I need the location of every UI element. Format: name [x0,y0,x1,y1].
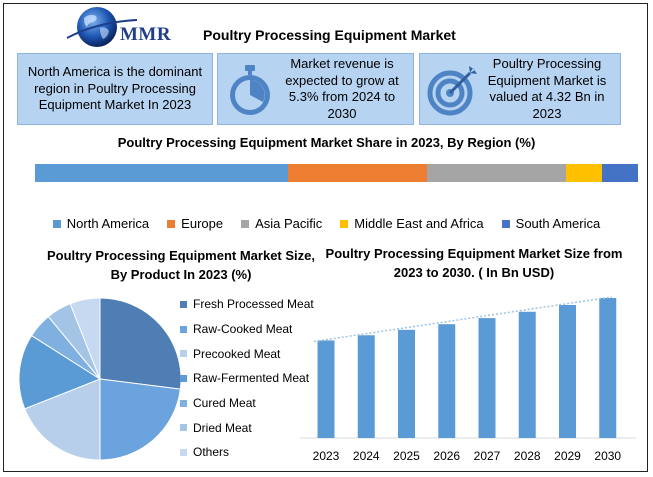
bar-2023 [317,340,335,438]
x-tick-label: 2029 [554,449,581,463]
legend-swatch [180,300,187,308]
product-chart-title: Poultry Processing Equipment Market Size… [46,248,315,282]
legend-label: Dried Meat [193,420,252,435]
region-stacked-bar [35,164,638,182]
stopwatch-icon [230,65,270,115]
legend-label: Raw-Fermented Meat [193,371,310,386]
legend-item-europe: Europe [167,216,223,231]
legend-label: Precooked Meat [193,346,281,361]
bar-2029 [559,305,576,438]
legend-label: Cured Meat [193,396,256,411]
pie-slice-fresh-processed-meat [99,297,182,390]
bar-2028 [518,311,536,438]
legend-item-north-america: North America [52,216,150,231]
page-title: Poultry Processing Equipment Market [203,27,456,43]
summary-card-region: North America is the dominant region in … [17,53,213,125]
legend-swatch [241,219,250,228]
card-text: Market revenue is expected to grow at 5.… [285,56,399,121]
x-tick-label: 2026 [433,449,460,463]
pie-slice-raw-cooked-meat [99,378,181,461]
bar-segment-middle-east-and-africa [565,164,602,182]
legend-swatch [180,399,187,407]
summary-card-growth: Market revenue is expected to grow at 5.… [217,53,414,125]
pie-legend-item-others: Others [180,440,314,465]
pie-slice-others [69,297,101,380]
bar-segment-europe [288,164,427,182]
pie-legend-item-raw-fermented-meat: Raw-Fermented Meat [180,366,314,391]
legend-label: North America [66,216,150,231]
mmr-logo-globe-icon [66,7,138,47]
legend-label: Europe [181,216,224,231]
region-chart-title: Poultry Processing Equipment Market Shar… [117,135,536,150]
logo-text: MMR [120,24,172,45]
bar-2027 [478,318,496,438]
legend-label: Asia Pacific [255,216,323,231]
legend-swatch [167,219,176,228]
size-chart-title: Poultry Processing Equipment Market Size… [325,246,623,280]
legend-item-middle-east-and-africa: Middle East and Africa [340,216,484,231]
legend-label: Raw-Cooked Meat [193,322,293,337]
x-tick-label: 2030 [594,449,621,463]
bar-2030 [599,298,617,438]
x-tick-label: 2028 [514,449,541,463]
pie-legend-item-precooked-meat: Precooked Meat [180,341,314,366]
bar-2024 [357,335,375,438]
legend-swatch [180,350,187,358]
pie-legend-item-fresh-processed-meat: Fresh Processed Meat [180,292,314,317]
card-text: North America is the dominant region in … [27,64,203,113]
pie-slice-precooked-meat [24,378,101,461]
bar-2025 [398,329,415,438]
legend-label: Fresh Processed Meat [193,297,314,312]
pie-legend-item-raw-cooked-meat: Raw-Cooked Meat [180,317,314,342]
product-legend: Fresh Processed Meat Raw-Cooked Meat Preco… [180,292,314,465]
market-size-bar-chart: 2023 2024 2025 2026 2027 2028 2029 2030 [300,296,636,463]
legend-label: South America [515,216,601,231]
product-pie-chart [18,297,182,461]
legend-swatch [52,219,61,228]
region-legend: North America Europe Asia Pacific Middle Ea… [0,216,653,231]
x-tick-label: 2025 [393,449,420,463]
x-tick-label: 2024 [353,449,380,463]
legend-swatch [340,219,349,228]
pie-legend-item-cured-meat: Cured Meat [180,391,314,416]
summary-card-value: Poultry Processing Equipment Market is v… [419,53,621,125]
pie-slice-raw-fermented-meat [18,334,102,410]
bar-segment-north-america [35,164,289,182]
legend-label: Middle East and Africa [354,216,484,231]
bar-segment-south-america [601,164,638,182]
x-tick-label: 2027 [474,449,501,463]
legend-item-asia-pacific: Asia Pacific [241,216,322,231]
card-text: Poultry Processing Equipment Market is v… [487,56,607,121]
legend-swatch [501,219,510,228]
x-tick-label: 2023 [313,449,340,463]
bar-2026 [438,324,456,438]
legend-swatch [180,325,187,333]
legend-swatch [180,448,187,456]
pie-legend-item-dried-meat: Dried Meat [180,415,314,440]
legend-item-south-america: South America [501,216,601,231]
legend-label: Others [193,445,230,460]
legend-swatch [180,424,187,432]
bar-segment-asia-pacific [426,164,566,182]
target-icon [427,66,477,116]
legend-swatch [180,374,187,382]
